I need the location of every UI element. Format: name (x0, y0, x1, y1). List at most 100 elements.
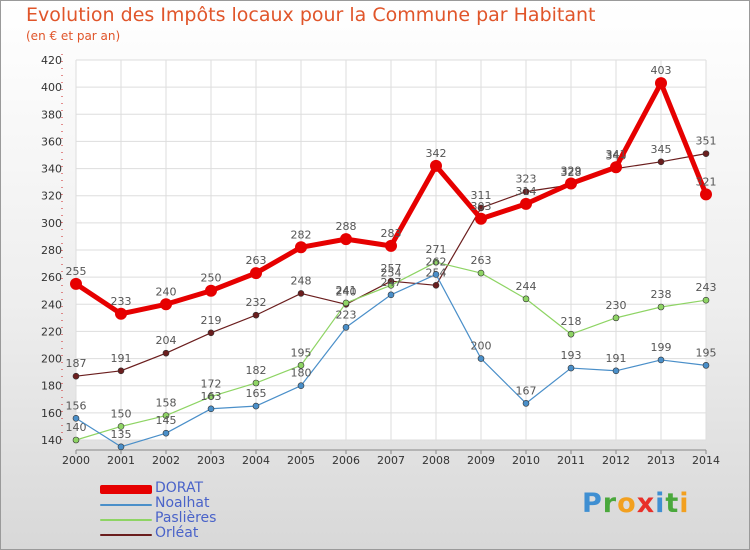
data-point-paslieres (117, 423, 125, 430)
legend-swatch-dorat (100, 485, 152, 494)
data-point-orleat (702, 150, 710, 157)
data-label-dorat: 233 (111, 295, 132, 308)
data-point-paslieres (252, 379, 260, 387)
legend-label-orleat: Orléat (155, 525, 199, 541)
data-label-paslieres: 244 (516, 280, 537, 293)
data-label-noalhat: 145 (156, 414, 177, 427)
data-point-paslieres (657, 303, 665, 311)
data-label-noalhat: 191 (606, 352, 627, 365)
data-label-paslieres: 218 (561, 315, 582, 328)
legend-swatch-orleat (100, 534, 152, 536)
data-label-noalhat: 193 (561, 349, 582, 362)
data-point-noalhat (567, 364, 575, 372)
data-point-noalhat (657, 356, 665, 364)
data-label-paslieres: 230 (606, 299, 627, 312)
x-tick-label: 2003 (197, 454, 225, 467)
data-label-paslieres: 241 (336, 284, 357, 297)
data-label-dorat: 288 (336, 220, 357, 233)
y-tick-label: 300 (41, 217, 62, 230)
x-tick-label: 2000 (62, 454, 90, 467)
data-label-dorat: 303 (471, 200, 492, 213)
data-point-noalhat (117, 443, 125, 451)
data-label-dorat: 341 (606, 148, 627, 161)
data-point-dorat (340, 233, 352, 246)
data-label-noalhat: 223 (336, 308, 357, 321)
y-tick-label: 140 (41, 434, 62, 447)
data-label-noalhat: 195 (696, 346, 717, 359)
data-point-noalhat (702, 362, 710, 369)
y-tick-label: 160 (41, 407, 62, 420)
data-label-dorat: 329 (561, 165, 582, 178)
chart-subtitle: (en € et par an) (26, 29, 121, 43)
data-point-paslieres (207, 393, 215, 400)
data-label-paslieres: 182 (246, 364, 267, 377)
data-label-orleat: 311 (471, 189, 492, 202)
x-tick-label: 2002 (152, 454, 180, 467)
y-tick-label: 280 (41, 244, 62, 257)
data-point-noalhat (342, 324, 350, 331)
data-point-orleat (522, 188, 530, 195)
data-label-orleat: 323 (516, 173, 537, 186)
data-label-dorat: 342 (426, 147, 447, 160)
data-label-paslieres: 271 (426, 243, 447, 256)
data-label-orleat: 257 (381, 262, 402, 275)
data-label-orleat: 232 (246, 296, 267, 309)
logo-letter: o (617, 488, 637, 519)
data-point-dorat (475, 212, 487, 225)
data-label-noalhat: 262 (426, 255, 447, 268)
data-label-dorat: 255 (66, 265, 87, 278)
x-tick-label: 2010 (512, 454, 540, 467)
legend-label-dorat: DORAT (155, 480, 204, 496)
chart-title: Evolution des Impôts locaux pour la Comm… (26, 4, 596, 26)
x-tick-label: 2013 (647, 454, 675, 467)
x-tick-label: 2008 (422, 454, 450, 467)
data-label-paslieres: 172 (201, 378, 222, 391)
legend-label-paslieres: Paslières (155, 510, 217, 526)
data-label-orleat: 191 (111, 352, 132, 365)
data-point-orleat (162, 349, 170, 357)
logo-letter: x (636, 488, 656, 519)
data-point-dorat (295, 241, 307, 254)
data-point-paslieres (522, 295, 530, 303)
logo-letter: i (655, 488, 666, 519)
y-tick-label: 400 (41, 81, 62, 94)
data-point-orleat (477, 204, 485, 212)
x-tick-label: 2009 (467, 454, 495, 467)
data-point-orleat (252, 311, 260, 319)
y-tick-label: 240 (41, 298, 62, 311)
data-point-paslieres (297, 362, 305, 369)
y-tick-label: 380 (41, 108, 62, 121)
data-point-dorat (205, 284, 217, 297)
data-label-paslieres: 195 (291, 346, 312, 359)
y-tick-label: 180 (41, 380, 62, 393)
data-point-paslieres (72, 436, 80, 444)
data-label-noalhat: 167 (516, 384, 537, 397)
data-label-noalhat: 199 (651, 341, 672, 354)
x-tick-label: 2012 (602, 454, 630, 467)
logo-letter: P (582, 488, 603, 519)
data-label-noalhat: 165 (246, 387, 267, 400)
data-label-dorat: 403 (651, 64, 672, 77)
x-tick-label: 2006 (332, 454, 360, 467)
x-tick-label: 2004 (242, 454, 270, 467)
data-point-dorat (160, 298, 172, 311)
data-point-paslieres (432, 258, 440, 266)
data-point-dorat (430, 159, 442, 172)
data-point-noalhat (72, 414, 80, 422)
x-tick-label: 2005 (287, 454, 315, 467)
data-label-dorat: 263 (246, 254, 267, 267)
data-point-dorat (385, 239, 397, 252)
data-point-orleat (207, 329, 215, 337)
data-label-orleat: 240 (336, 285, 357, 298)
data-point-paslieres (162, 412, 170, 419)
data-label-orleat: 345 (651, 143, 672, 156)
data-label-orleat: 187 (66, 357, 87, 370)
x-tick-label: 2011 (557, 454, 585, 467)
data-label-noalhat: 156 (66, 399, 87, 412)
data-point-orleat (72, 372, 80, 380)
data-label-noalhat: 200 (471, 340, 492, 353)
data-label-orleat: 204 (156, 334, 177, 347)
data-label-paslieres: 263 (471, 254, 492, 267)
data-point-dorat (565, 177, 577, 190)
